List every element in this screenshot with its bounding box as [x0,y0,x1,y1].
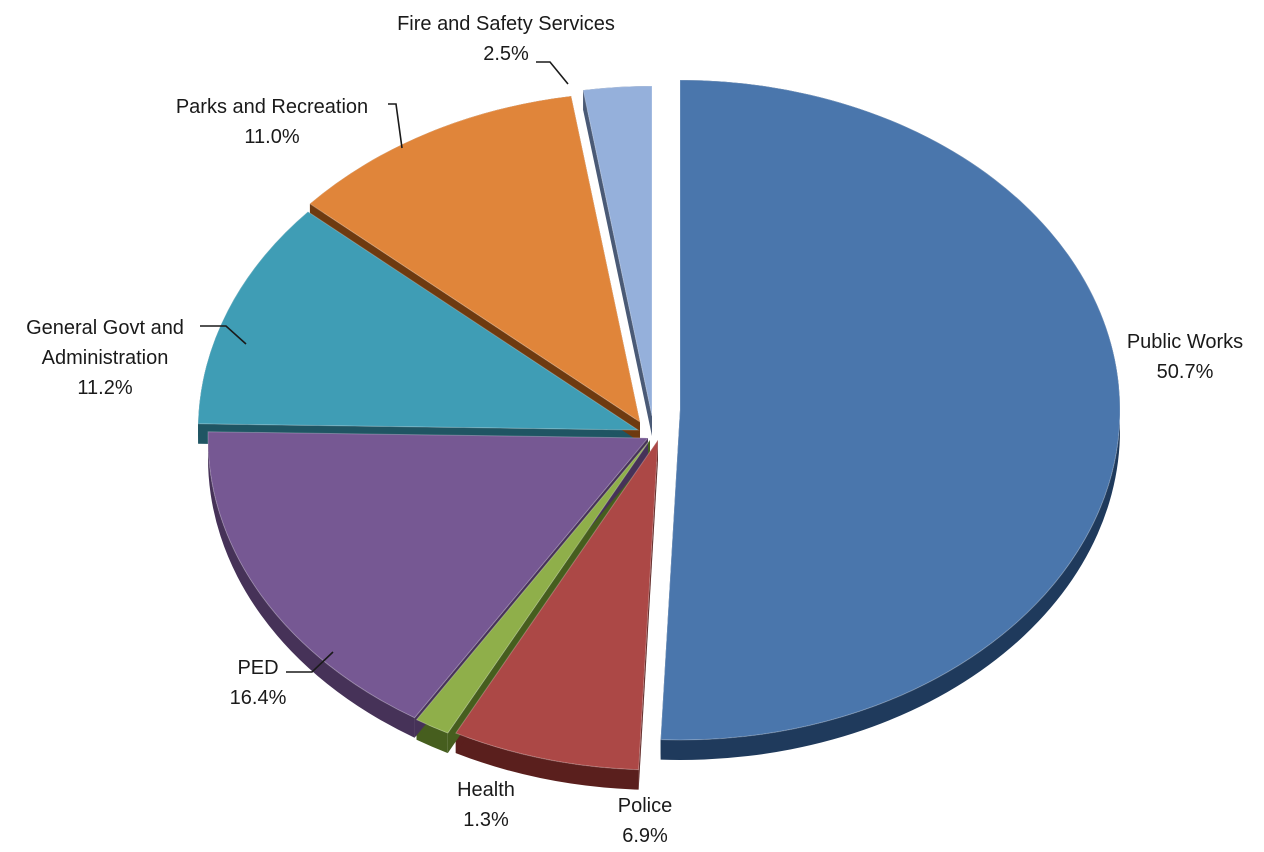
slice-general-govt-and-administration [197,211,640,431]
slice-label-fire-and-safety-services: Fire and Safety Services 2.5% [397,13,615,65]
slice-side-ped [208,431,415,738]
slice-side-police [455,733,639,790]
slice-public-works [660,79,1121,741]
slice-value-police: 6.9% [622,825,668,847]
slice-name-parks-and-recreation: Parks and Recreation [176,96,368,118]
slice-fire-and-safety-services [582,85,653,417]
leader-line-general-govt-and-administration [200,325,247,345]
slice-value-fire-and-safety-services: 2.5% [483,43,529,65]
slice-face-fire-and-safety-services-0 [583,90,652,436]
slice-name-fire-and-safety-services: Fire and Safety Services [397,13,615,35]
slice-name-public-works: Public Works [1127,331,1243,353]
slice-name-police: Police [618,795,672,817]
slice-value-health: 1.3% [463,809,509,831]
slice-labels: Public Works 50.7% Police 6.9% Health 1.3% PED… [26,13,1243,847]
slice-name-ped: PED [237,657,278,679]
slice-value-public-works: 50.7% [1157,361,1214,383]
slice-name-health: Health [457,779,515,801]
slice-face-police-0 [638,440,658,790]
slice-label-ped: PED 16.4% [230,657,287,709]
slice-label-general-govt-and-administration: General Govt and Administration 11.2% [26,317,184,399]
slice-label-police: Police 6.9% [618,795,672,847]
slice-health [415,439,651,734]
slice-parks-and-recreation [309,95,641,424]
slice-value-general-govt-and-administration: 11.2% [77,377,132,399]
slice-label-public-works: Public Works 50.7% [1127,331,1243,383]
slice-name-general-govt-and-administration-line-1: Administration [42,347,169,369]
leader-lines [200,61,569,673]
slice-value-ped: 16.4% [230,687,287,709]
slice-value-parks-and-recreation: 11.0% [244,126,299,148]
leader-line-ped [286,651,334,673]
slice-label-parks-and-recreation: Parks and Recreation 11.0% [176,96,368,148]
slice-label-health: Health 1.3% [457,779,515,831]
slice-ped [207,431,650,719]
pie-slices [197,79,1121,790]
leader-line-fire-and-safety-services [536,61,569,85]
slice-police [455,438,659,771]
slice-name-general-govt-and-administration-line-0: General Govt and [26,317,184,339]
leader-line-parks-and-recreation [388,103,403,149]
